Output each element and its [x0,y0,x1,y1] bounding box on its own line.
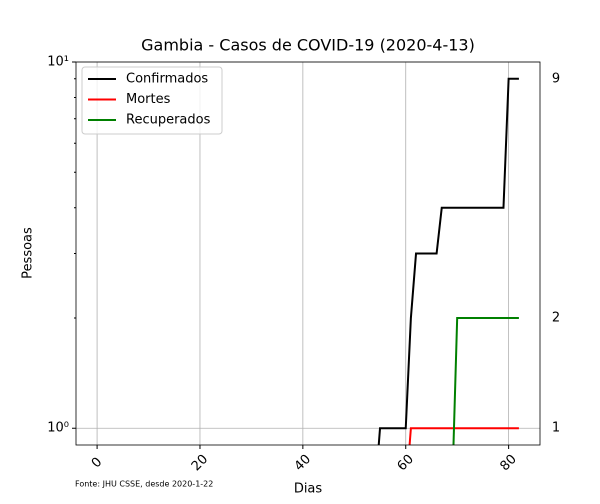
footnote: Fonte: JHU CSSE, desde 2020-1-22 [75,480,213,489]
legend-label: Recuperados [126,113,211,128]
x-tick-label: 80 [497,452,519,474]
y-tick-label: 10⁰ [47,421,69,436]
x-tick-label: 60 [395,452,417,474]
series-line [377,77,519,445]
x-tick-label: 40 [292,452,314,474]
end-label: 1 [552,421,560,436]
y-tick-label: 10¹ [47,55,69,70]
plot-frame [75,61,541,446]
end-label: 9 [552,71,560,86]
plot-area [377,77,519,445]
series-line [408,427,519,445]
y-axis-label: Pessoas [21,227,36,279]
legend-label: Confirmados [126,72,208,87]
end-label: 2 [552,310,560,325]
x-tick-label: 0 [89,455,105,471]
chart-title: Gambia - Casos de COVID-19 (2020-4-13) [141,36,475,55]
legend-box [81,66,223,135]
series-line [452,316,519,445]
legend-label: Mortes [126,92,171,107]
x-tick-label: 20 [189,452,211,474]
x-axis-label: Dias [294,482,323,497]
